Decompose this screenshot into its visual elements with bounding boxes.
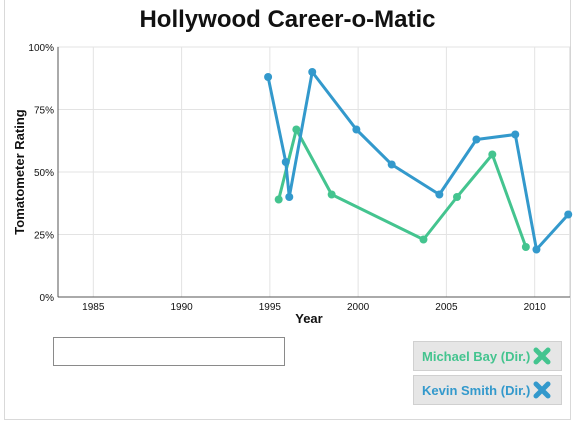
chip-label: Michael Bay (Dir.)	[422, 348, 531, 364]
y-tick-label: 50%	[34, 168, 54, 179]
x-axis-label: Year	[295, 311, 322, 326]
chip-label: Kevin Smith (Dir.)	[422, 382, 531, 398]
data-point-michael-bay-dir[interactable]	[292, 125, 301, 134]
data-point-kevin-smith-dir[interactable]	[435, 190, 444, 199]
y-axis-label: Tomatometer Rating	[12, 109, 27, 234]
data-point-michael-bay-dir[interactable]	[419, 235, 428, 244]
y-tick-label: 0%	[40, 293, 55, 304]
data-point-kevin-smith-dir[interactable]	[564, 210, 573, 219]
close-icon[interactable]	[531, 379, 553, 401]
data-point-michael-bay-dir[interactable]	[327, 190, 336, 199]
search-input[interactable]	[53, 337, 285, 366]
x-tick-label: 2010	[524, 302, 547, 313]
close-icon[interactable]	[531, 345, 553, 367]
data-point-kevin-smith-dir[interactable]	[281, 158, 290, 166]
data-point-michael-bay-dir[interactable]	[453, 193, 462, 201]
data-point-kevin-smith-dir[interactable]	[352, 125, 361, 134]
y-tick-label: 25%	[34, 231, 54, 242]
x-tick-label: 2005	[435, 302, 458, 313]
x-tick-label: 2000	[347, 302, 370, 313]
x-tick-label: 1995	[259, 302, 282, 313]
y-tick-label: 75%	[34, 106, 54, 117]
data-point-kevin-smith-dir[interactable]	[264, 73, 273, 81]
chip-michael-bay[interactable]: Michael Bay (Dir.)	[413, 341, 562, 371]
page-title: Hollywood Career-o-Matic	[139, 6, 436, 33]
data-point-kevin-smith-dir[interactable]	[308, 68, 317, 76]
data-point-michael-bay-dir[interactable]	[274, 195, 283, 204]
y-tick-label: 100%	[28, 43, 54, 54]
data-point-michael-bay-dir[interactable]	[488, 150, 497, 159]
chip-kevin-smith[interactable]: Kevin Smith (Dir.)	[413, 375, 562, 405]
data-point-kevin-smith-dir[interactable]	[532, 245, 541, 254]
data-point-kevin-smith-dir[interactable]	[511, 130, 520, 139]
x-tick-label: 1990	[170, 302, 193, 313]
data-point-kevin-smith-dir[interactable]	[387, 160, 396, 169]
series-line-michael-bay-dir	[277, 128, 528, 248]
data-point-kevin-smith-dir[interactable]	[472, 135, 481, 144]
data-point-michael-bay-dir[interactable]	[521, 243, 530, 251]
data-point-kevin-smith-dir[interactable]	[285, 193, 294, 201]
x-tick-label: 1985	[82, 302, 105, 313]
